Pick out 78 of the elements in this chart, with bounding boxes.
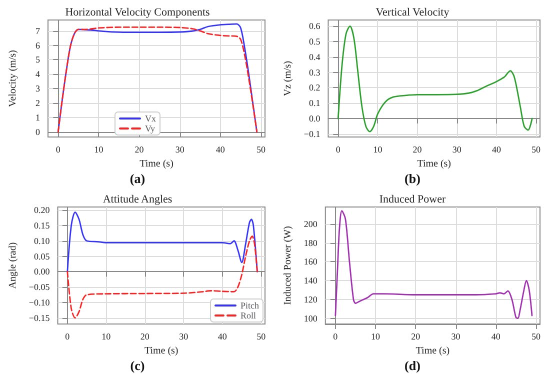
x-tick-label: 40	[492, 144, 502, 154]
y-axis-title: Angle (rad)	[8, 242, 18, 289]
chart-title: Vertical Velocity	[376, 6, 450, 18]
y-tick-label: 0.05	[34, 251, 50, 262]
text: (a)	[130, 171, 146, 186]
y-tick-label: 6	[36, 40, 40, 50]
text: (d)	[404, 358, 420, 373]
y-tick-label: 140	[304, 276, 318, 286]
legend-label: Roll	[240, 310, 256, 320]
y-tick-label: 4	[36, 69, 40, 80]
line-series	[337, 25, 533, 132]
y-axis-title: Induced Power (W)	[282, 226, 294, 305]
line-series	[334, 210, 533, 320]
x-axis-title: Time (s)	[144, 345, 178, 356]
x-tick-label: 50	[256, 144, 266, 154]
y-tick-label: 0.15	[34, 220, 50, 230]
y-tick-label: 0.20	[34, 205, 50, 216]
line-series	[66, 236, 258, 319]
y-tick-label: 120	[304, 294, 318, 304]
y-axis-title: Velocity (m/s)	[8, 50, 18, 107]
y-tick-label: 2	[36, 98, 40, 108]
x-tick-label: 40	[216, 144, 226, 154]
chart-title: Induced Power	[379, 194, 446, 206]
y-tick-label: 0.2	[308, 82, 320, 93]
y-tick-label: 200	[304, 218, 318, 229]
y-tick-label: −0.10	[28, 297, 50, 308]
x-tick-label: 20	[140, 332, 150, 342]
y-tick-label: −0.1	[304, 128, 320, 139]
x-axis-title: Time (s)	[140, 158, 174, 170]
y-tick-label: 0.10	[34, 236, 50, 246]
x-tick-label: 30	[175, 144, 185, 154]
y-tick-label: 0.4	[308, 52, 321, 62]
x-tick-label: 10	[94, 144, 104, 154]
x-tick-label: 50	[256, 332, 266, 342]
x-tick-label: 20	[412, 144, 422, 154]
y-tick-label: 1	[36, 112, 40, 122]
y-tick-label: 0.0	[308, 114, 321, 124]
y-tick-label: 7	[36, 26, 40, 36]
y-tick-label: 3	[36, 84, 40, 94]
y-tick-label: 160	[304, 256, 318, 267]
y-tick-label: 100	[304, 313, 318, 324]
x-tick-label: 10	[102, 332, 112, 342]
x-tick-label: 0	[65, 332, 70, 342]
x-tick-label: 0	[333, 332, 338, 342]
x-tick-label: 50	[531, 332, 541, 342]
legend-label: Pitch	[240, 300, 260, 310]
x-tick-label: 30	[452, 144, 462, 154]
x-tick-label: 20	[411, 332, 421, 342]
x-tick-label: 0	[336, 144, 341, 154]
x-tick-label: 0	[56, 144, 61, 154]
chart-title: Horizontal Velocity Components	[65, 6, 210, 18]
y-tick-label: −0.15	[28, 312, 50, 323]
x-tick-label: 10	[371, 332, 381, 342]
line-series	[66, 212, 258, 272]
y-tick-label: 0.5	[308, 36, 321, 47]
y-tick-label: 0.1	[308, 98, 320, 108]
y-tick-label: 180	[304, 238, 318, 248]
text: (c)	[130, 358, 145, 373]
x-tick-label: 10	[373, 144, 383, 154]
x-tick-label: 50	[532, 144, 542, 154]
y-tick-label: 0.6	[308, 21, 321, 32]
legend-label: Vy	[145, 124, 156, 134]
chart-title: Attitude Angles	[102, 194, 172, 206]
legend-label: Vx	[145, 114, 156, 124]
x-axis-title: Time (s)	[416, 345, 450, 356]
x-tick-label: 30	[179, 332, 189, 342]
y-axis-title: Vz (m/s)	[282, 60, 294, 96]
y-tick-label: 0.3	[308, 67, 321, 78]
x-axis-title: Time (s)	[417, 158, 452, 170]
x-tick-label: 30	[451, 332, 461, 342]
text: (b)	[404, 171, 420, 186]
y-tick-label: 0.00	[34, 266, 50, 277]
x-tick-label: 20	[134, 144, 144, 154]
y-tick-label: 0	[36, 126, 40, 137]
y-tick-label: 5	[36, 54, 40, 65]
x-tick-label: 40	[218, 332, 228, 342]
y-tick-label: −0.05	[28, 282, 50, 292]
x-tick-label: 40	[491, 332, 501, 342]
